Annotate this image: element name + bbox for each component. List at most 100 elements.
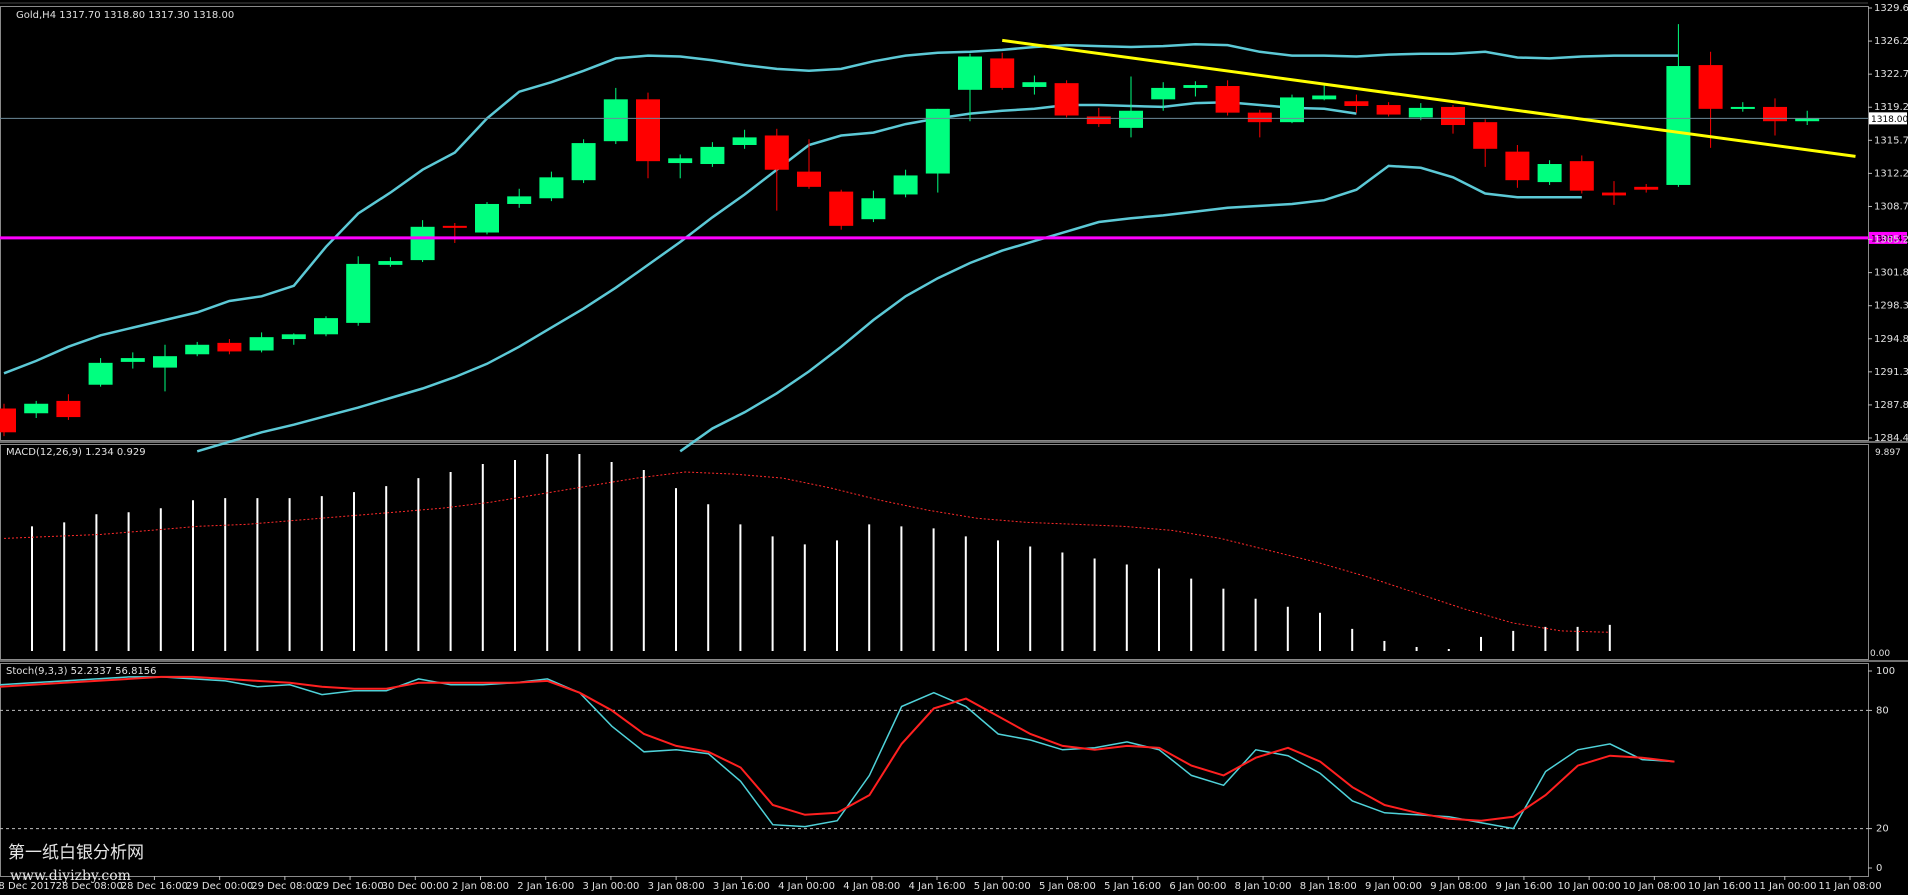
time-tick-label: 9 Jan 08:00 (1430, 881, 1487, 892)
candle-body (925, 108, 950, 174)
price-tick-label: 1326.20 (1874, 36, 1908, 47)
candle-body (185, 344, 210, 355)
candle[interactable] (153, 344, 177, 392)
candle[interactable] (314, 316, 338, 337)
candle[interactable] (1215, 80, 1240, 116)
candle[interactable] (1312, 85, 1337, 101)
candle[interactable] (1183, 81, 1208, 97)
time-tick-label: 11 Jan 08:00 (1818, 881, 1881, 892)
candle[interactable] (1666, 24, 1691, 187)
stoch-main-line (0, 676, 1675, 830)
candle[interactable] (1569, 155, 1594, 194)
candle[interactable] (732, 129, 757, 149)
candle[interactable] (1119, 76, 1143, 138)
panel-border (0, 444, 1869, 660)
candle[interactable] (797, 139, 821, 189)
candle-body (732, 137, 757, 145)
time-tick-label: 8 Jan 18:00 (1300, 881, 1357, 892)
candle[interactable] (185, 341, 210, 357)
candle-body (1215, 86, 1240, 113)
candle[interactable] (1763, 98, 1787, 136)
price-lines[interactable]: 1318.00 1305.43 (0, 38, 1908, 244)
candle[interactable] (1537, 160, 1562, 185)
candle[interactable] (1376, 102, 1401, 117)
candle-body (797, 171, 821, 187)
candle-body (24, 403, 49, 414)
candle[interactable] (668, 154, 693, 179)
time-tick-label: 5 Jan 00:00 (974, 881, 1031, 892)
candle[interactable] (88, 358, 113, 387)
candle[interactable] (1408, 103, 1433, 121)
candle-body (1312, 95, 1337, 100)
candle[interactable] (1441, 105, 1465, 134)
candle[interactable] (249, 332, 274, 353)
time-tick-label: 8 Jan 10:00 (1235, 881, 1292, 892)
price-tick-label: 1291.30 (1874, 367, 1908, 378)
stoch-tick-label: 100 (1876, 666, 1895, 677)
candle[interactable] (281, 333, 306, 345)
macd-panel (3, 453, 1611, 651)
candle[interactable] (1505, 144, 1530, 188)
time-tick-label: 3 Jan 00:00 (582, 881, 639, 892)
candle[interactable] (539, 171, 564, 202)
price-tick-label: 1322.70 (1874, 69, 1908, 80)
candle[interactable] (861, 190, 886, 223)
time-tick-label: 10 Jan 16:00 (1688, 881, 1751, 892)
time-tick-label: 3 Jan 08:00 (648, 881, 705, 892)
candle[interactable] (442, 223, 467, 243)
candle[interactable] (1634, 183, 1659, 193)
candle-body (120, 358, 145, 362)
candle[interactable] (475, 202, 499, 235)
candle-body (1086, 116, 1111, 125)
time-tick-label: 3 Jan 16:00 (713, 881, 770, 892)
bollinger-lower-line (679, 164, 1582, 453)
candle-body (539, 177, 564, 199)
macd-axis-bottom: 0.00 (1870, 649, 1890, 659)
candle[interactable] (217, 339, 242, 355)
candle[interactable] (893, 169, 918, 198)
candle-body (636, 99, 660, 162)
candle[interactable] (764, 128, 789, 211)
candle[interactable] (1344, 94, 1369, 113)
candle[interactable] (346, 256, 371, 326)
candle-body (346, 263, 371, 323)
candle[interactable] (1473, 119, 1498, 167)
candle-body (88, 362, 113, 385)
candle[interactable] (829, 189, 854, 230)
trendline[interactable] (1001, 38, 1856, 158)
candle[interactable] (1602, 181, 1626, 205)
candle[interactable] (603, 87, 628, 145)
candle-body (1473, 122, 1498, 149)
candle[interactable] (990, 52, 1015, 90)
candle[interactable] (1086, 107, 1111, 127)
panel-border (0, 6, 1869, 441)
candle[interactable] (120, 352, 145, 369)
time-tick-label: 29 Dec 16:00 (316, 881, 383, 892)
time-tick-label: 28 Dec 16:00 (121, 881, 188, 892)
candle[interactable] (1054, 80, 1079, 118)
candle-body (56, 400, 81, 418)
support-price-tag (1869, 231, 1907, 244)
candle[interactable] (700, 142, 725, 167)
candle[interactable] (1698, 51, 1723, 148)
candles[interactable] (0, 24, 1820, 437)
candle[interactable] (1730, 102, 1755, 112)
candle[interactable] (958, 53, 982, 122)
candle[interactable] (56, 394, 81, 420)
candle[interactable] (24, 400, 49, 419)
candle[interactable] (925, 108, 950, 193)
price-tick-label: 1284.40 (1874, 433, 1908, 444)
candle[interactable] (1247, 109, 1272, 138)
candle[interactable] (1151, 82, 1176, 111)
candle[interactable] (410, 220, 435, 263)
candle[interactable] (636, 92, 660, 179)
candle[interactable] (1022, 75, 1047, 95)
candle[interactable] (571, 139, 596, 184)
candle-body (153, 356, 177, 368)
time-tick-label: 2 Jan 16:00 (517, 881, 574, 892)
candle[interactable] (378, 257, 403, 267)
candle[interactable] (0, 403, 16, 437)
candle-body (764, 135, 789, 170)
candle[interactable] (507, 188, 532, 208)
